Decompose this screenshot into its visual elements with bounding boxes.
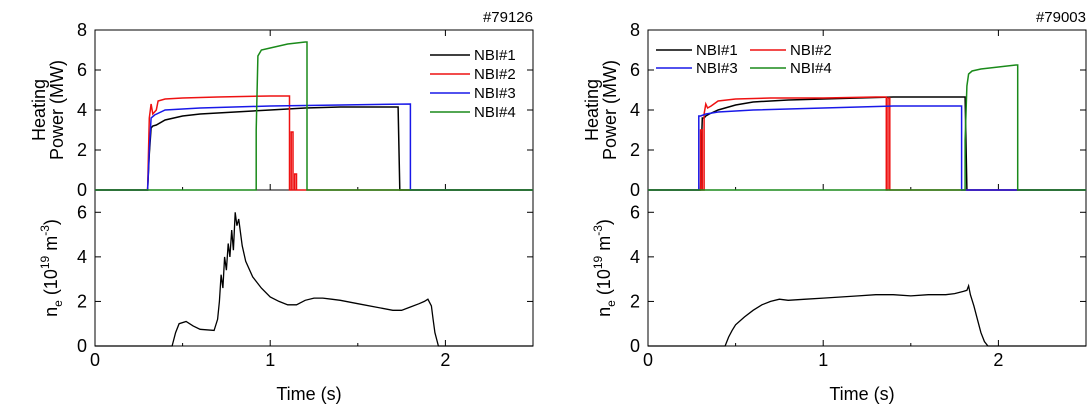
- series-line-nbi1: [95, 106, 533, 191]
- legend-label: NBI#4: [474, 104, 516, 121]
- y-tick-label: 4: [630, 247, 640, 267]
- y-axis-title-top-line1: Heating: [582, 79, 602, 141]
- top-plot-frame: [94, 29, 534, 191]
- x-tick-label: 1: [265, 350, 275, 370]
- y-axis-title-bottom: ne (1019 m-3): [38, 219, 65, 317]
- y-tick-label: 6: [77, 202, 87, 222]
- y-tick-label: 2: [630, 140, 640, 160]
- x-tick-label: 1: [818, 350, 828, 370]
- legend-label: NBI#4: [790, 60, 832, 77]
- legend: NBI#1 NBI#2 NBI#3 NBI#4: [656, 42, 832, 77]
- y-tick-label: 6: [630, 60, 640, 80]
- x-axis-title: Time (s): [829, 384, 894, 404]
- series-line-nbi4: [95, 41, 533, 191]
- y-axis-title-bottom: ne (1019 m-3): [591, 219, 618, 317]
- series-line-nbi3: [648, 105, 1086, 191]
- legend-label: NBI#2: [790, 42, 832, 59]
- legend-label: NBI#1: [696, 42, 738, 59]
- x-tick-label: 0: [90, 350, 100, 370]
- y-axis-title-top-line1: Heating: [29, 79, 49, 141]
- series-line-nbi4: [648, 64, 1086, 191]
- y-tick-label: 8: [77, 20, 87, 40]
- y-tick-label: 2: [77, 140, 87, 160]
- x-tick-label: 0: [643, 350, 653, 370]
- bottom-plot-frame: [94, 189, 534, 347]
- y-tick-label: 6: [77, 60, 87, 80]
- y-tick-label: 8: [630, 20, 640, 40]
- y-tick-label: 2: [77, 291, 87, 311]
- legend-label: NBI#1: [474, 47, 516, 64]
- series-line-nbi2: [95, 95, 533, 191]
- y-axis-title-top-line2: Power (MW): [47, 60, 67, 160]
- density-line: [95, 212, 533, 347]
- legend-label: NBI#3: [696, 60, 738, 77]
- series-line-nbi3: [95, 103, 533, 191]
- x-axis-title: Time (s): [276, 384, 341, 404]
- y-tick-label: 4: [630, 100, 640, 120]
- legend-label: NBI#2: [474, 66, 516, 83]
- legend-label: NBI#3: [474, 85, 516, 102]
- y-tick-label: 0: [630, 180, 640, 200]
- series-line-nbi1: [648, 96, 1086, 191]
- x-tick-label: 2: [440, 350, 450, 370]
- x-tick-label: 2: [993, 350, 1003, 370]
- y-tick-label: 6: [630, 202, 640, 222]
- series-line-nbi2: [648, 96, 1086, 191]
- y-axis-title-top-line2: Power (MW): [600, 60, 620, 160]
- y-tick-label: 2: [630, 291, 640, 311]
- legend: NBI#1 NBI#2 NBI#3 NBI#4: [430, 47, 516, 121]
- bottom-plot-frame: [647, 189, 1087, 347]
- y-tick-label: 0: [630, 336, 640, 356]
- shot-number: #79003: [1036, 9, 1086, 26]
- density-line: [648, 283, 1086, 347]
- shot-number: #79126: [483, 9, 533, 26]
- y-tick-label: 0: [77, 336, 87, 356]
- y-tick-label: 4: [77, 100, 87, 120]
- y-tick-label: 0: [77, 180, 87, 200]
- y-tick-label: 4: [77, 247, 87, 267]
